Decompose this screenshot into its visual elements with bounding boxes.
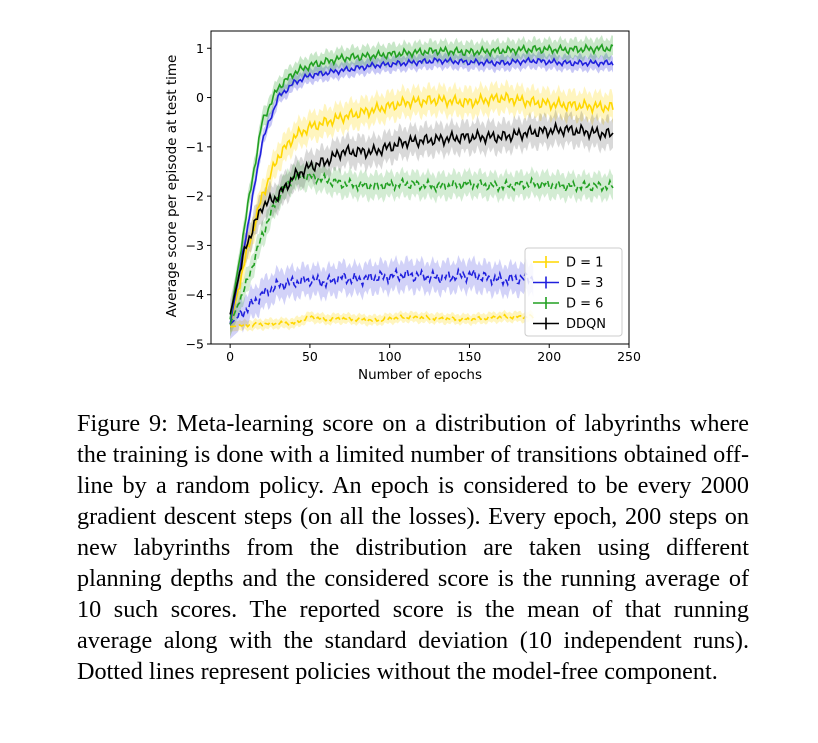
- y-tick-label: −4: [186, 287, 204, 302]
- x-axis-ticks: 0 50 100 150 200 250: [226, 344, 641, 364]
- y-tick-label: 1: [196, 41, 204, 56]
- series-line-4: [229, 42, 614, 320]
- x-tick-label: 50: [302, 349, 318, 364]
- y-tick-label: −2: [186, 189, 204, 204]
- score-line-chart: 0 50 100 150 200 250 −5 −4 −3 −2 −1 0 1 Number of e…: [164, 30, 641, 383]
- series-line-5: [229, 170, 614, 325]
- y-tick-label: −3: [186, 238, 204, 253]
- series-line-6: [229, 120, 614, 315]
- series-line-1: [230, 313, 534, 328]
- y-tick-label: 0: [196, 90, 204, 105]
- legend-label: D = 1: [566, 256, 603, 271]
- y-axis-label: Average score per episode at test time: [164, 55, 180, 318]
- y-tick-label: −1: [186, 139, 204, 154]
- series-line-0: [229, 91, 614, 325]
- legend-label: D = 6: [566, 297, 603, 312]
- std-band-3: [230, 255, 534, 340]
- legend: D = 1 D = 3 D = 6 DDQN: [524, 247, 623, 337]
- std-band-5: [230, 159, 613, 337]
- plot-frame: [210, 30, 630, 345]
- figure-caption: Figure 9: Meta-learning score on a distr…: [77, 410, 749, 685]
- legend-box: [524, 247, 623, 337]
- series-line-2: [229, 56, 614, 325]
- x-tick-label: 0: [226, 349, 234, 364]
- series-line-3: [229, 266, 535, 325]
- x-tick-label: 250: [617, 349, 641, 364]
- x-tick-label: 100: [378, 349, 402, 364]
- x-axis-label: Number of epochs: [358, 367, 482, 383]
- y-tick-label: −5: [186, 337, 204, 352]
- y-axis-ticks: −5 −4 −3 −2 −1 0 1: [186, 41, 211, 352]
- series-lines: [229, 42, 614, 328]
- legend-label: D = 3: [566, 276, 603, 291]
- x-tick-label: 200: [537, 349, 561, 364]
- legend-label: DDQN: [566, 317, 606, 332]
- x-tick-label: 150: [458, 349, 482, 364]
